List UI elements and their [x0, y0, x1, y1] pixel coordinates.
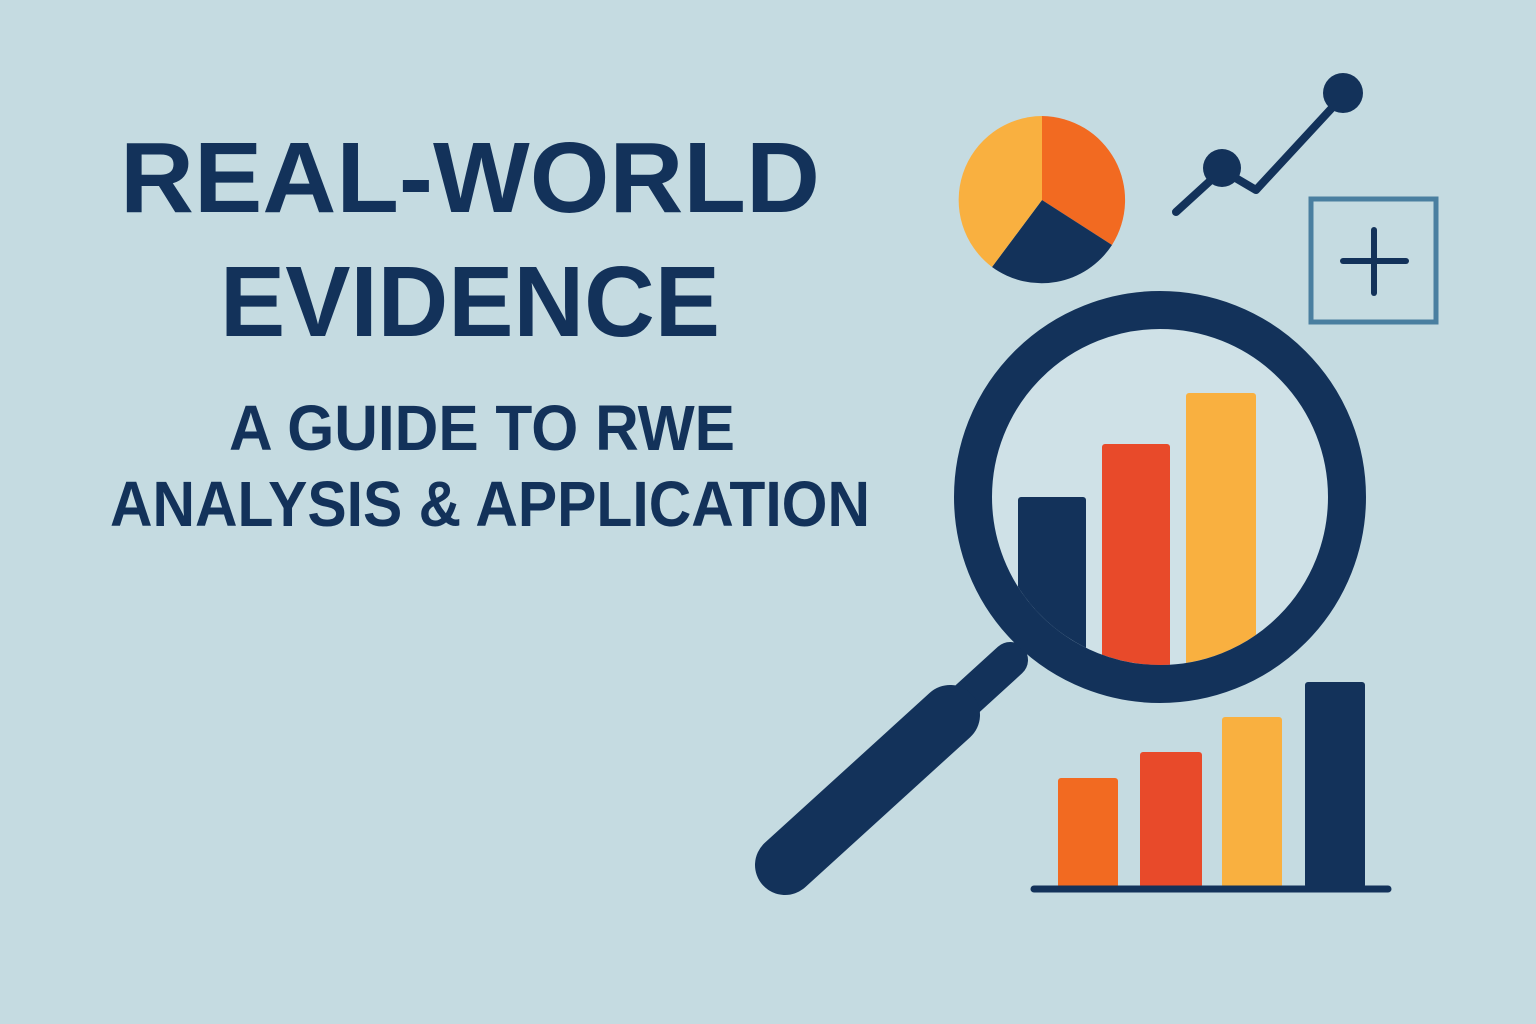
plus-box-icon [1308, 196, 1439, 325]
line-chart-icon [1172, 73, 1363, 216]
bar-1 [1058, 778, 1118, 888]
pie-chart-icon [958, 116, 1126, 284]
subtitle-line-1: A GUIDE TO RWE [229, 392, 735, 464]
magnifying-glass-icon [755, 291, 1366, 895]
title-line-1: REAL-WORLD [120, 122, 820, 234]
subtitle-line-2: ANALYSIS & APPLICATION [110, 468, 870, 540]
title-line-2: EVIDENCE [220, 246, 720, 358]
bar-4 [1305, 682, 1365, 888]
bar-2 [1140, 752, 1202, 888]
bar-chart-icon [1030, 682, 1392, 893]
bar-3 [1222, 717, 1282, 888]
lens-bar-2 [1102, 444, 1170, 665]
lens-bar-3 [1186, 393, 1256, 665]
